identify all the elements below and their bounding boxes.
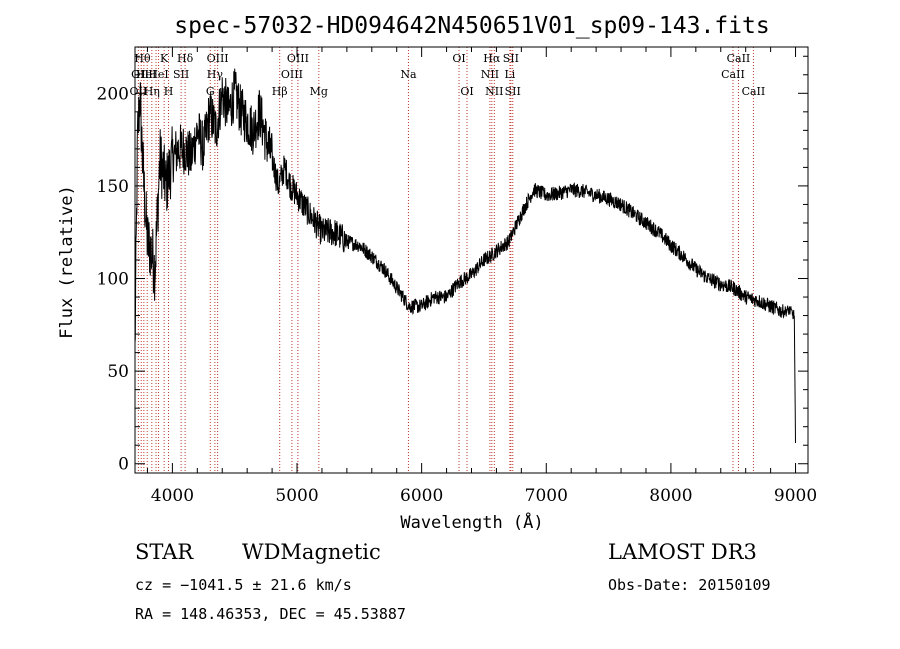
- plot-frame: [134, 46, 809, 474]
- line-marker-label: SII: [503, 52, 519, 65]
- chart-title: spec-57032-HD094642N450651V01_sp09-143.f…: [174, 13, 769, 39]
- spectral-line-labels: OIIHηHeIKHSIIHδGHγOIIIHβOIIIOIIIMgNaOIOI…: [130, 52, 766, 98]
- ra-dec: RA = 148.46353, DEC = 45.53887: [135, 605, 406, 623]
- line-marker-label: SII: [173, 68, 189, 81]
- y-tick-label: 100: [97, 270, 129, 290]
- line-marker-label: Hη: [144, 85, 160, 98]
- line-marker-label: Hα: [483, 52, 501, 65]
- x-tick-label: 7000: [525, 486, 568, 506]
- x-tick-label: 8000: [649, 486, 692, 506]
- line-marker-label: OIII: [281, 68, 303, 81]
- x-tick-label: 6000: [400, 486, 443, 506]
- line-marker-label: Hθ: [134, 52, 151, 65]
- line-marker-label: Hβ: [272, 85, 288, 98]
- x-axis-ticks: 4000 5000 6000 7000 8000 9000: [146, 47, 817, 506]
- line-marker-label: Hδ: [177, 52, 194, 65]
- object-class: STAR: [135, 540, 194, 564]
- line-marker-label: OII: [130, 85, 148, 98]
- y-axis-label: Flux (relative): [57, 185, 77, 339]
- line-marker-label: HeI: [136, 68, 156, 81]
- y-tick-label: 150: [97, 177, 129, 197]
- line-marker-label: Mg: [310, 85, 328, 98]
- object-subclass: WDMagnetic: [242, 540, 381, 564]
- y-tick-label: 200: [97, 84, 129, 104]
- line-marker-label: H: [164, 85, 174, 98]
- line-marker-label: CaII: [721, 68, 745, 81]
- line-marker-label: NII: [481, 68, 499, 81]
- y-axis-ticks: 0 50 100 150 200: [97, 55, 808, 475]
- line-marker-label: SII: [505, 85, 521, 98]
- line-marker-label: HeI: [148, 68, 168, 81]
- line-marker-label: K: [160, 52, 169, 65]
- spectrum-line: [134, 68, 796, 444]
- line-marker-label: CaII: [742, 85, 766, 98]
- survey-name: LAMOST DR3: [608, 540, 757, 564]
- obs-date: Obs-Date: 20150109: [608, 576, 771, 594]
- y-tick-label: 0: [118, 455, 129, 475]
- y-tick-label: 50: [107, 362, 129, 382]
- x-axis-label: Wavelength (Å): [400, 511, 543, 533]
- x-tick-label: 5000: [275, 486, 318, 506]
- line-marker-label: OIII: [287, 52, 309, 65]
- redshift-velocity: cz = −1041.5 ± 21.6 km/s: [135, 576, 352, 594]
- line-marker-label: Na: [400, 68, 417, 81]
- x-tick-label: 9000: [774, 486, 817, 506]
- line-marker-label: CaII: [727, 52, 751, 65]
- line-marker-label: Li: [504, 68, 515, 81]
- line-marker-label: OI: [460, 85, 473, 98]
- x-tick-label: 4000: [151, 486, 194, 506]
- line-marker-label: OI: [452, 52, 465, 65]
- spectral-line-markers: [137, 47, 754, 473]
- line-marker-label: Hγ: [207, 68, 224, 81]
- line-marker-label: NII: [485, 85, 503, 98]
- line-marker-label: OIII: [207, 52, 229, 65]
